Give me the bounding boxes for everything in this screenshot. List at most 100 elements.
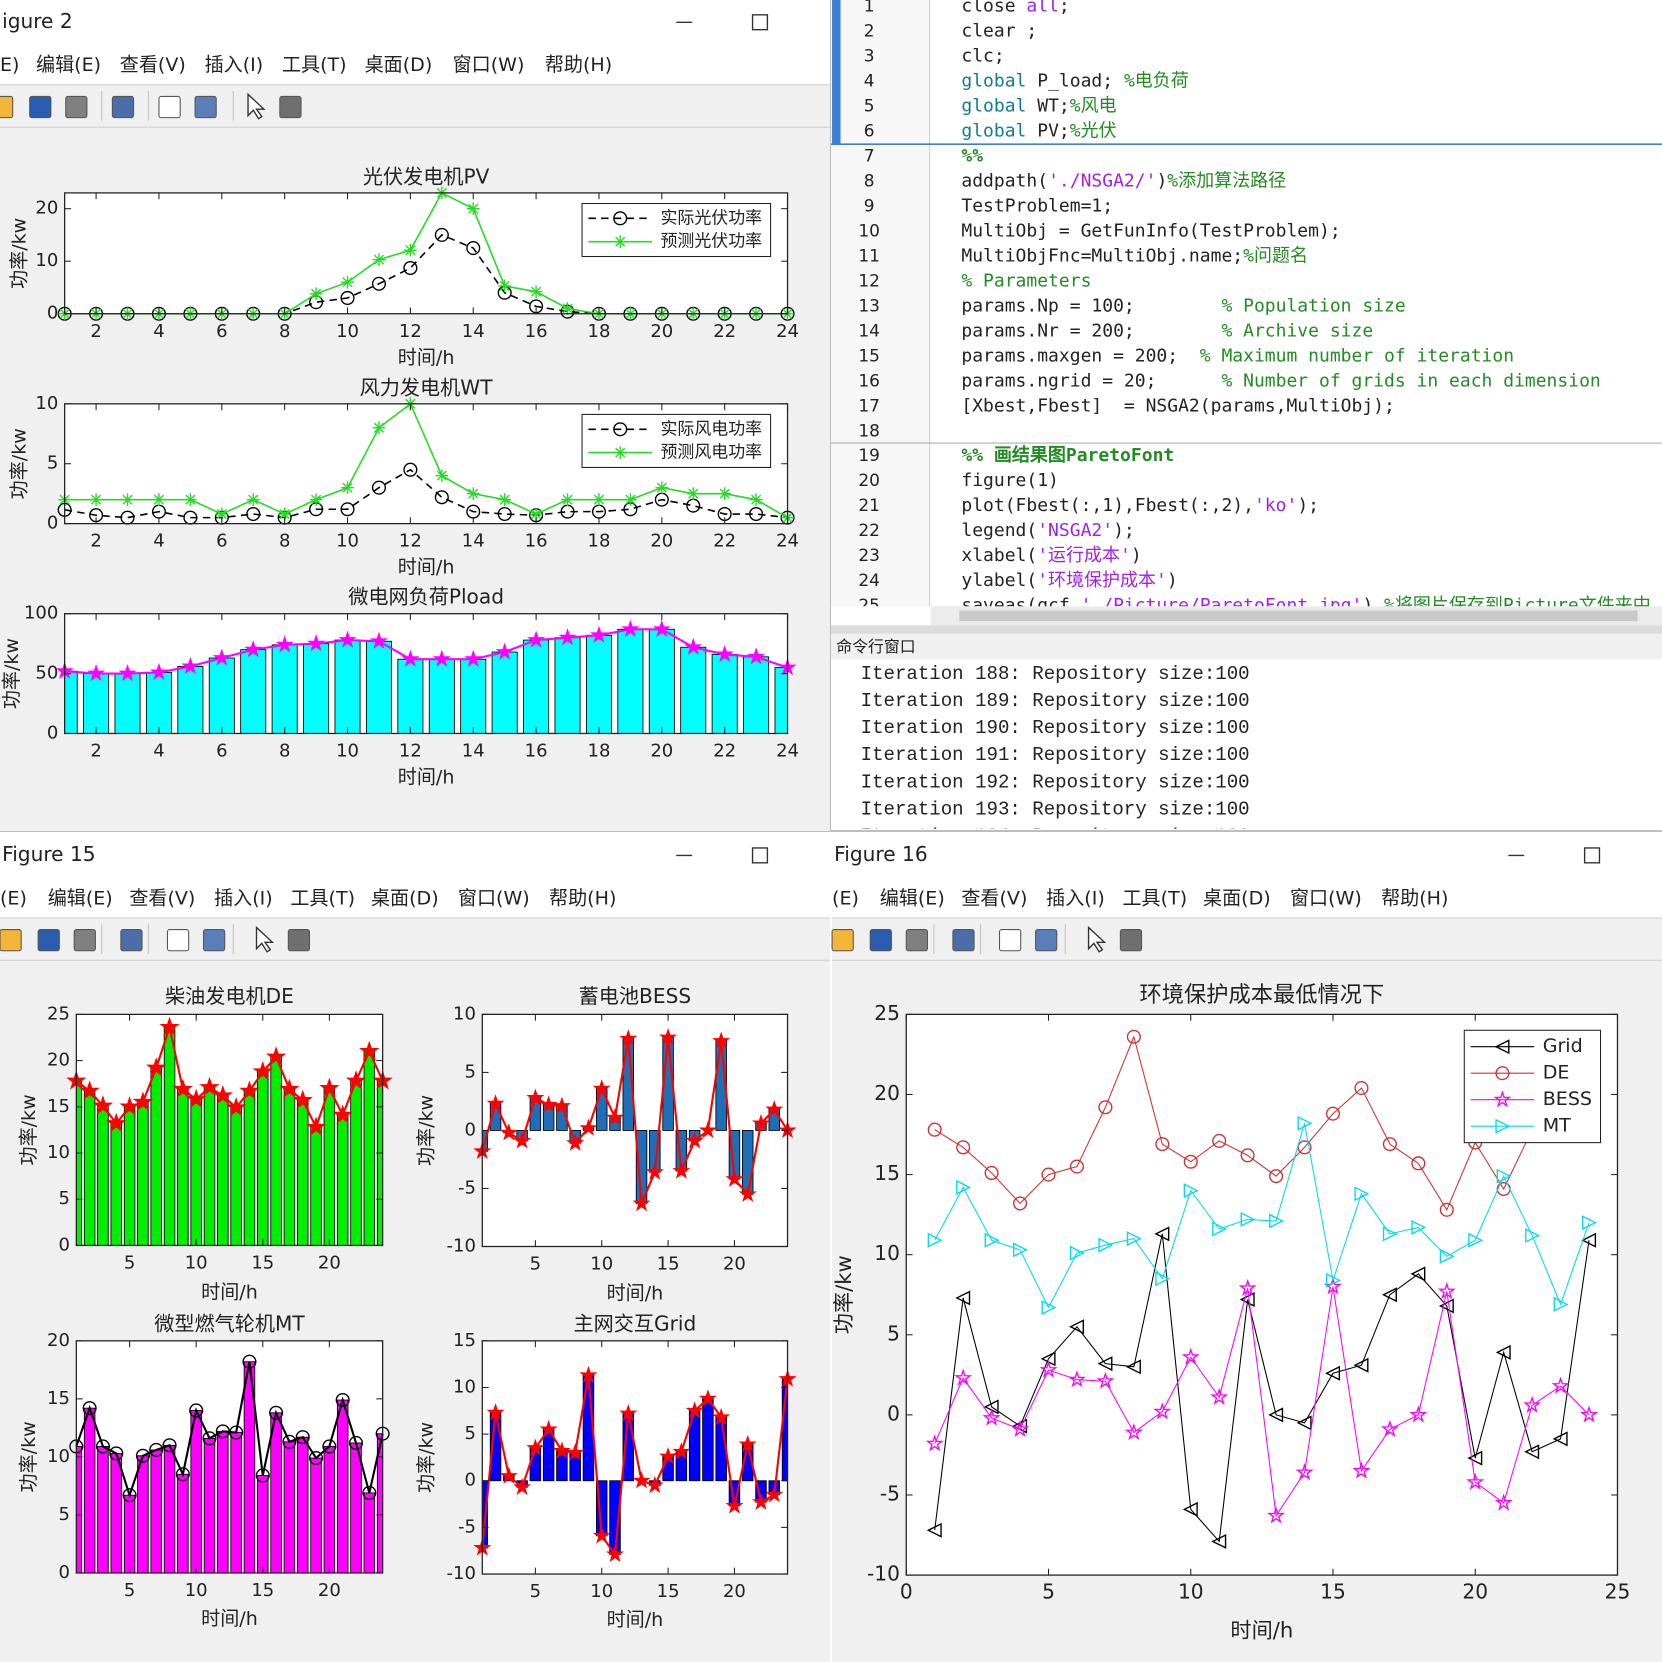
menu-item[interactable]: 工具(T)	[282, 54, 347, 76]
menu-item[interactable]: (E)	[832, 887, 859, 909]
code-line: params.Np = 100; % Population size	[961, 295, 1405, 316]
y-tick-label: 10	[47, 1446, 70, 1467]
toolbar-icon[interactable]	[1087, 925, 1107, 953]
menu-item[interactable]: 查看(V)	[961, 887, 1027, 909]
marker	[269, 1405, 284, 1420]
marker	[152, 493, 166, 507]
toolbar-icon[interactable]	[202, 929, 226, 952]
menu-item[interactable]: 桌面(D)	[1203, 887, 1271, 909]
marker	[121, 493, 134, 507]
marker	[319, 1077, 340, 1097]
code-line: clc;	[961, 45, 1004, 66]
toolbar-icon[interactable]	[287, 929, 311, 952]
maximize-button[interactable]	[1583, 847, 1601, 864]
marker	[1325, 1106, 1341, 1121]
menu-item[interactable]: (E)	[0, 887, 27, 909]
menu-item[interactable]: 编辑(E)	[48, 887, 113, 909]
marker	[738, 1184, 757, 1202]
marker	[118, 664, 137, 682]
splitter[interactable]	[829, 625, 1662, 634]
marker	[1495, 1344, 1511, 1360]
menu-item[interactable]: 查看(V)	[120, 54, 186, 76]
marker	[305, 1116, 327, 1136]
cmd-line: Iteration 193: Repository size:100	[861, 798, 1250, 820]
menu-item[interactable]: 桌面(D)	[365, 54, 433, 76]
marker	[340, 290, 355, 306]
marker	[135, 1448, 150, 1463]
menu-item[interactable]: 插入(I)	[214, 887, 273, 909]
toolbar-icon[interactable]	[279, 95, 302, 119]
menu-item[interactable]: 帮助(H)	[545, 54, 612, 76]
bar	[257, 1071, 269, 1246]
menu-item[interactable]: 窗口(W)	[458, 887, 530, 909]
toolbar-icon[interactable]	[37, 929, 60, 952]
toolbar-icon[interactable]	[65, 95, 88, 119]
line-number: 13	[858, 295, 880, 315]
toolbar-icon[interactable]	[247, 92, 266, 120]
toolbar-icon[interactable]	[0, 95, 14, 119]
marker	[1439, 1202, 1454, 1217]
toolbar-icon[interactable]	[952, 929, 975, 952]
toolbar-icon[interactable]	[999, 929, 1022, 952]
marker	[404, 243, 417, 257]
menu-item[interactable]: 工具(T)	[290, 887, 355, 909]
menu-item[interactable]: 编辑(E)	[36, 54, 101, 76]
toolbar-icon[interactable]	[1119, 929, 1143, 952]
marker	[1269, 1169, 1284, 1184]
toolbar-icon[interactable]	[120, 929, 143, 952]
marker	[1067, 1370, 1086, 1388]
code-token: %将图片保存到Picture文件夹中	[1384, 595, 1651, 616]
bar	[270, 1056, 282, 1246]
toolbar-icon[interactable]	[0, 929, 22, 952]
toolbar-icon[interactable]	[166, 929, 190, 952]
toolbar-icon[interactable]	[255, 925, 275, 953]
marker	[1494, 1493, 1513, 1511]
menu-item[interactable]: 插入(I)	[1046, 887, 1105, 909]
line-number: 17	[858, 395, 880, 415]
menu-item[interactable]: 工具(T)	[1122, 887, 1187, 909]
y-tick-label: 10	[453, 1003, 476, 1024]
code-token: addpath(	[961, 170, 1048, 191]
toolbar-icon[interactable]	[1035, 929, 1058, 952]
toolbar-icon[interactable]	[29, 95, 52, 119]
menu-item[interactable]: 编辑(E)	[880, 887, 945, 909]
menu-item[interactable]: E)	[0, 54, 19, 76]
toolbar-icon[interactable]	[194, 95, 217, 119]
marker	[619, 1404, 638, 1422]
maximize-button[interactable]	[751, 847, 769, 864]
toolbar-icon[interactable]	[111, 95, 135, 119]
menu-item[interactable]: 帮助(H)	[1381, 887, 1448, 909]
bar	[217, 1095, 229, 1246]
toolbar-icon[interactable]	[158, 95, 181, 119]
menu-item[interactable]: 插入(I)	[205, 54, 264, 76]
menu-item[interactable]: 查看(V)	[129, 887, 195, 909]
menu-item[interactable]: 帮助(H)	[549, 887, 616, 909]
x-axis-label: 时间/h	[201, 1282, 258, 1304]
marker	[279, 1078, 300, 1098]
menu-item[interactable]: 窗口(W)	[1290, 887, 1362, 909]
x-tick-label: 6	[216, 321, 227, 342]
maximize-button[interactable]	[751, 14, 769, 31]
scroll-thumb[interactable]	[959, 610, 1638, 622]
x-axis-label: 时间/h	[1230, 1617, 1293, 1642]
x-tick-label: 0	[900, 1580, 913, 1604]
line-number: 1	[864, 0, 875, 15]
marker	[1552, 1431, 1568, 1447]
marker	[1524, 1444, 1540, 1460]
menu-item[interactable]: 窗口(W)	[453, 54, 525, 76]
toolbar-icon[interactable]	[831, 929, 854, 952]
toolbar-icon[interactable]	[869, 929, 892, 952]
marker	[278, 507, 292, 521]
code-line: figure(1)	[961, 470, 1059, 491]
marker	[371, 276, 387, 291]
toolbar-icon[interactable]	[905, 929, 928, 952]
menu-item[interactable]: 桌面(D)	[371, 887, 439, 909]
line-number: 19	[858, 445, 880, 465]
y-tick-label: 10	[35, 250, 58, 271]
code-token: [Xbest,Fbest] = NSGA2(params,MultiObj);	[961, 395, 1394, 416]
toolbar-icon[interactable]	[73, 929, 96, 952]
bar	[296, 1099, 309, 1246]
marker	[1494, 1039, 1510, 1055]
code-token: );	[1113, 520, 1135, 541]
